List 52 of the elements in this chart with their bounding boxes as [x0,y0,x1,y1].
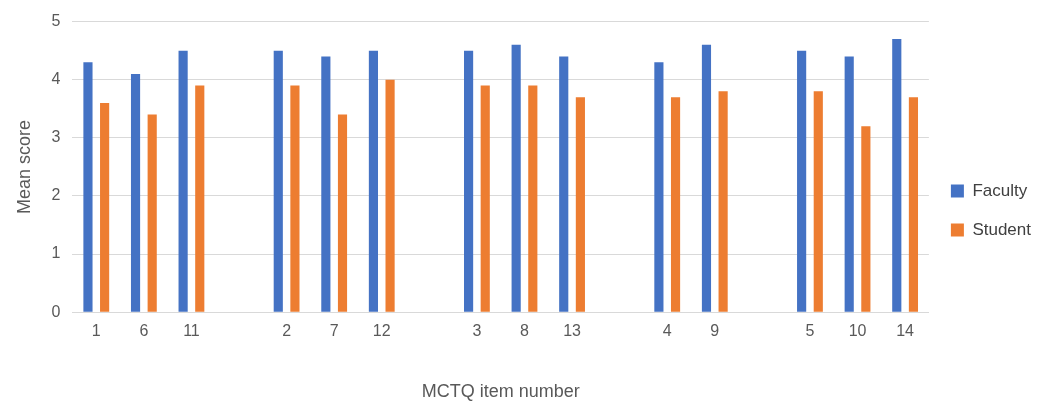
x-tick-label: 3 [472,322,482,340]
bar [385,79,395,312]
x-axis-title: MCTQ item number [421,381,580,402]
bar [654,62,664,312]
y-tick-label: 3 [51,128,61,146]
x-tick-label: 13 [563,322,582,340]
x-tick-label: 12 [372,322,391,340]
y-tick-label: 5 [51,12,61,30]
y-tick-label: 4 [51,70,61,88]
y-axis-title: Mean score [13,119,34,214]
bar [844,56,854,312]
x-tick-label: 9 [710,322,720,340]
bar [195,85,205,312]
bar [464,50,474,312]
bar [147,114,157,312]
bar [813,91,823,312]
bar [368,50,379,312]
legend-label: Faculty [972,180,1028,200]
bar [178,50,188,312]
bar [83,62,93,312]
x-tick-label: 4 [662,322,672,340]
bar [290,85,300,312]
bar [480,85,490,312]
bar [892,39,902,312]
legend-label: Student [972,219,1032,239]
x-tick-label: 5 [805,322,815,340]
y-tick-label: 0 [51,302,61,320]
x-tick-label: 11 [183,322,200,340]
bar [575,97,585,312]
x-tick-label: 8 [520,322,530,340]
bar [559,56,569,312]
x-tick-label: 14 [896,322,915,340]
bar [130,73,141,312]
y-tick-label: 2 [51,186,61,204]
bar [718,91,728,312]
bar [908,97,919,312]
bar [337,114,348,312]
x-tick-label: 1 [91,322,101,340]
bar [701,44,712,312]
x-tick-label: 6 [139,322,149,340]
x-tick-label: 2 [282,322,292,340]
bar [273,50,283,312]
bar [670,97,681,312]
x-tick-label: 7 [329,322,339,340]
bar [100,102,110,312]
bar [528,85,538,312]
bar [511,44,521,312]
bar [321,56,331,312]
x-tick-label: 10 [848,322,867,340]
y-tick-label: 1 [51,244,61,262]
bar [797,50,807,312]
bar [861,126,871,312]
